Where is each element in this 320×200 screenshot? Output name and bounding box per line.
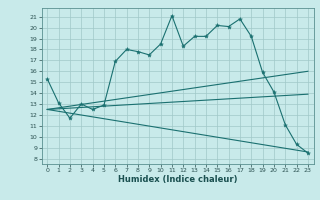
X-axis label: Humidex (Indice chaleur): Humidex (Indice chaleur): [118, 175, 237, 184]
